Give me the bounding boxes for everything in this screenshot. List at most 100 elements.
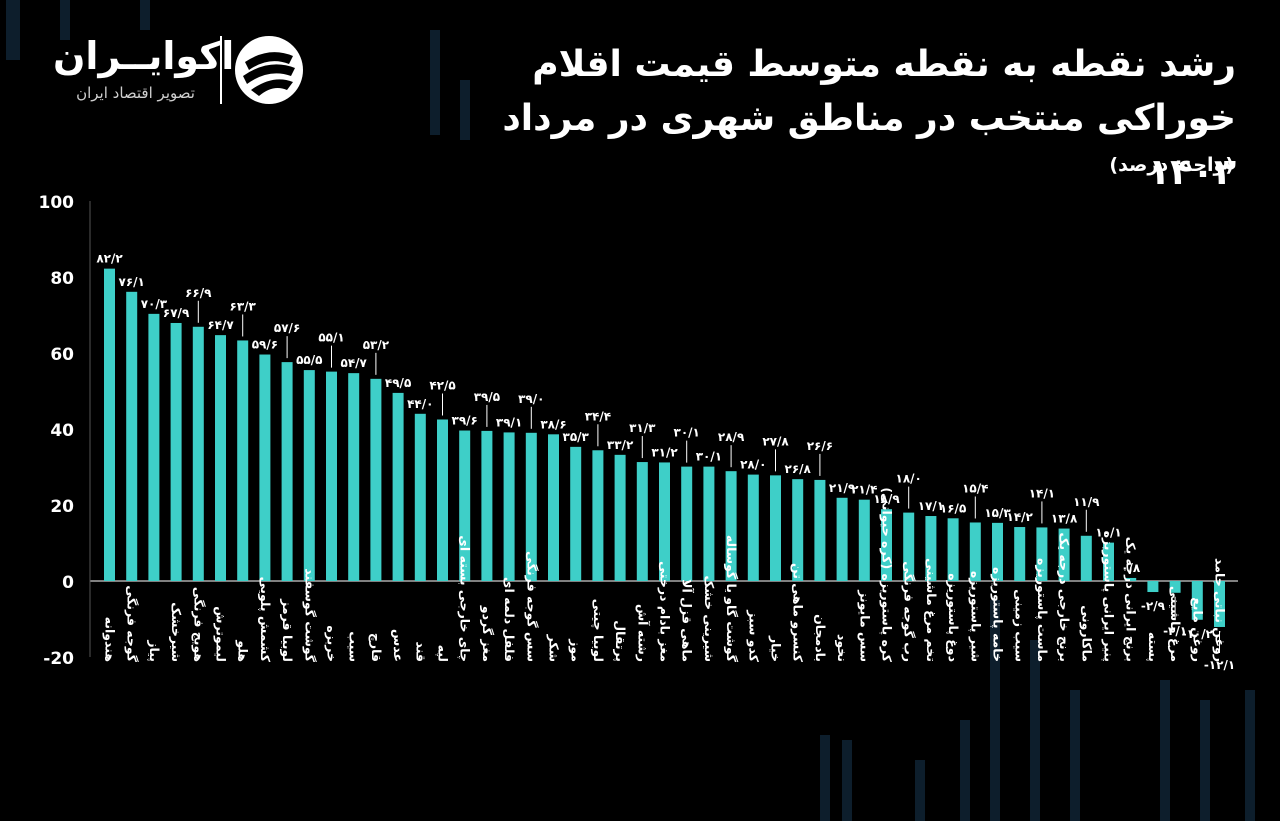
- category-label: کشمش پلویی: [258, 577, 273, 663]
- data-label: ۰/۸: [1121, 561, 1141, 575]
- bar: [215, 335, 226, 581]
- y-tick-label: 80: [50, 269, 74, 289]
- category-label: هندوانه: [103, 617, 118, 662]
- category-label: دوغ پاستوریزه: [946, 573, 961, 662]
- bar: [725, 471, 737, 581]
- category-label: سس گوجه فرنگی: [524, 551, 539, 662]
- data-label: ۵۴/۷: [341, 356, 368, 370]
- category-label: قارچ: [368, 633, 384, 662]
- decor-bar: [430, 30, 440, 135]
- decor-bar: [1200, 700, 1210, 821]
- bar: [414, 413, 426, 581]
- bar: [681, 466, 693, 581]
- bar: [392, 392, 404, 581]
- data-label: -۳/۱: [1163, 624, 1187, 638]
- bar: [659, 462, 670, 581]
- data-label: ۲۶/۸: [785, 462, 812, 476]
- data-label: ۲۸/۹: [718, 430, 745, 444]
- bar: [592, 450, 604, 581]
- data-label: ۵۹/۶: [252, 338, 278, 352]
- data-label: ۳۵/۳: [563, 430, 590, 444]
- decor-bar: [60, 0, 70, 40]
- data-label: ۳۸/۶: [540, 417, 566, 431]
- bar: [992, 522, 1003, 581]
- category-label: هویج فرنگی: [191, 587, 206, 662]
- decor-bar: [460, 80, 470, 140]
- category-label: فلفل دلمه ای: [502, 577, 517, 662]
- category-label: هلو: [236, 639, 251, 662]
- decor-bar: [842, 740, 852, 821]
- category-label: ماست پاستوریزه: [1035, 558, 1050, 662]
- unit-label: (واحد: درصد): [1109, 154, 1234, 176]
- category-label: گوشت گوسفند: [302, 568, 317, 662]
- data-label: -۱۰/۲: [1182, 627, 1214, 641]
- decor-bar: [1070, 690, 1080, 821]
- bar: [1103, 542, 1114, 581]
- data-label: -۲/۹: [1141, 599, 1166, 613]
- data-label: ۳۱/۳: [629, 421, 656, 435]
- data-label: ۶۶/۹: [185, 286, 212, 300]
- data-label: ۱۱/۹: [1073, 495, 1100, 509]
- bar: [148, 313, 160, 581]
- bar: [126, 291, 138, 581]
- category-label: شیرینی خشک: [702, 576, 717, 663]
- category-label: روغن مایع: [1190, 597, 1205, 662]
- bar: [614, 454, 626, 581]
- data-label: ۱۵/۴: [962, 481, 988, 495]
- category-label: شکر: [547, 634, 562, 662]
- data-label: ۳۰/۱: [674, 426, 700, 440]
- category-label: پرتقال: [613, 620, 628, 662]
- data-label: ۱۵/۳: [984, 506, 1011, 520]
- bar: [525, 432, 537, 581]
- bar: [1014, 527, 1026, 581]
- category-label: شیرخشک: [169, 602, 184, 662]
- brand-logo: اکوایــران تصویر اقتصاد ایران: [48, 32, 318, 112]
- data-label: ۳۹/۰: [518, 392, 544, 406]
- data-label: ۳۱/۲: [651, 445, 678, 459]
- category-label: بادمجان: [813, 614, 828, 662]
- data-label: ۱۶/۵: [940, 501, 966, 515]
- bar: [1080, 535, 1092, 581]
- ecoiran-swirl-icon: [235, 36, 303, 104]
- bar: [104, 268, 115, 581]
- data-label: ۱۳/۸: [1051, 512, 1078, 526]
- category-label: سس مایونز: [857, 589, 872, 662]
- decor-bar: [1160, 680, 1170, 821]
- bar: [1191, 581, 1203, 620]
- bar: [1169, 581, 1181, 593]
- data-label: ۱۷/۱: [918, 499, 944, 513]
- bar: [170, 322, 182, 581]
- bar: [747, 474, 759, 581]
- data-label: ۷۰/۳: [141, 297, 168, 311]
- bar: [326, 371, 337, 581]
- category-label: شیر پاستوریزه: [968, 571, 983, 662]
- category-label: پیاز: [147, 639, 162, 662]
- bar: [1036, 527, 1048, 581]
- bar: [858, 499, 870, 581]
- data-label: ۳۴/۴: [585, 409, 611, 423]
- data-label: ۳۹/۶: [452, 414, 478, 428]
- category-label: کدو سبز: [746, 609, 761, 663]
- decor-bar: [960, 720, 970, 821]
- data-label: ۳۳/۲: [607, 438, 634, 452]
- category-label: لوبیا قرمز: [280, 598, 295, 662]
- bar: [1214, 581, 1225, 627]
- category-label: پنیر ایرانی پاستوریزه: [1102, 531, 1117, 662]
- y-tick-label: 0: [62, 573, 74, 593]
- bar: [570, 446, 582, 581]
- y-tick-label: 100: [39, 193, 75, 213]
- bar: [348, 373, 360, 581]
- y-tick-label: -20: [43, 649, 74, 669]
- category-label: گوجه فرنگی: [125, 585, 140, 662]
- category-label: رشته آش: [635, 604, 650, 662]
- decor-bar: [1030, 640, 1040, 821]
- category-label: سیب زمینی: [1013, 589, 1028, 662]
- category-label: رب گوجه فرنگی: [902, 561, 917, 662]
- category-label: پسته: [1146, 632, 1161, 662]
- category-label: ماهی قزل آلا: [680, 579, 695, 662]
- logo-divider: [220, 36, 222, 104]
- bar: [1147, 581, 1159, 593]
- data-label: ۳۹/۱: [496, 415, 522, 429]
